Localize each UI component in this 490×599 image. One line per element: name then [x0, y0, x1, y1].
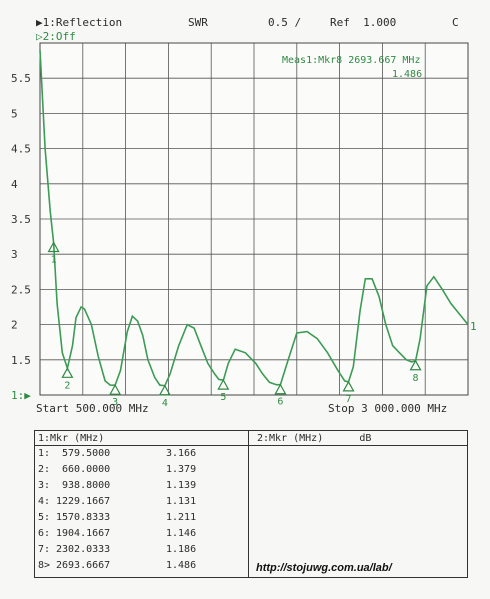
marker-label: 8 [413, 373, 419, 384]
marker-6 [274, 383, 287, 395]
marker-table-row[interactable]: 5: 1570.8333 1.211 [38, 512, 243, 526]
marker-label: 1 [51, 255, 57, 266]
marker-table-row[interactable]: 1: 579.5000 3.166 [38, 448, 243, 462]
marker-id: 6: [38, 528, 51, 539]
grid [40, 43, 468, 395]
trace-end-label: 1 [470, 320, 477, 333]
marker-frequency: 938.8000 [56, 480, 111, 491]
marker-value: 1.211 [166, 512, 197, 523]
y-tick-label: 2.5 [11, 283, 31, 296]
stop-frequency-label: Stop 3 000.000 MHz [328, 402, 448, 415]
marker-5 [217, 378, 230, 390]
marker-frequency: 1904.1667 [56, 528, 111, 539]
marker-value: 1.186 [166, 544, 197, 555]
marker-readout-frequency: Meas1:Mkr8 2693.667 MHz [282, 55, 421, 66]
marker-id: 5: [38, 512, 51, 523]
marker-7 [342, 380, 355, 392]
marker-id: 2: [38, 464, 51, 475]
marker-value: 3.166 [166, 448, 197, 459]
marker-table-row[interactable]: 2: 660.0000 1.379 [38, 464, 243, 478]
marker-id: 8> [38, 560, 51, 571]
marker-table-row[interactable]: 7: 2302.0333 1.186 [38, 544, 243, 558]
marker-table-row[interactable]: 3: 938.8000 1.139 [38, 480, 243, 494]
trace1-label[interactable]: ▶1:Reflection [36, 16, 123, 29]
corner-indicator: C [452, 16, 459, 29]
marker-1 [47, 241, 60, 253]
marker-id: 3: [38, 480, 51, 491]
marker-table-row[interactable]: 8> 2693.6667 1.486 [38, 560, 243, 574]
marker-2 [61, 367, 74, 378]
y-tick-label: 3 [11, 248, 18, 261]
marker-frequency: 1570.8333 [56, 512, 111, 523]
y-tick-label: 1:▶ [11, 389, 31, 402]
y-tick-labels: 5.5 5 4.5 4 3.5 3 2.5 2 1.5 1:▶ [11, 72, 31, 402]
trace2-label[interactable]: ▷2:Off [36, 30, 76, 43]
marker-id: 1: [38, 448, 51, 459]
marker-table-row[interactable]: 4: 1229.1667 1.131 [38, 496, 243, 510]
watermark-url: http://stojuwg.com.ua/lab/ [256, 562, 392, 574]
marker-frequency: 2693.6667 [56, 560, 111, 571]
marker-table: 1:Mkr (MHz) 2:Mkr (MHz) dB 1: 579.5000 3.… [34, 430, 468, 578]
marker-3 [109, 383, 122, 395]
ref-label[interactable]: Ref 1.000 [330, 16, 397, 29]
scale-label[interactable]: 0.5 / [268, 16, 302, 29]
marker-value: 1.139 [166, 480, 197, 491]
marker-value: 1.379 [166, 464, 197, 475]
marker-value: 1.486 [166, 560, 197, 571]
y-tick-label: 4 [11, 178, 18, 191]
trace-line [39, 49, 469, 387]
marker-label: 3 [112, 397, 118, 408]
marker-id: 7: [38, 544, 51, 555]
marker-table-header-right: 2:Mkr (MHz) dB [257, 433, 372, 444]
start-frequency-label: Start 500.000 MHz [36, 402, 149, 415]
y-tick-label: 2 [11, 319, 18, 332]
marker-readout-value: 1.486 [392, 69, 423, 80]
marker-4 [158, 384, 171, 396]
marker-group: 1 2 3 4 5 6 7 8 [47, 241, 422, 409]
marker-frequency: 660.0000 [56, 464, 111, 475]
marker-id: 4: [38, 496, 51, 507]
marker-label: 2 [64, 380, 70, 391]
swr-chart: 5.5 5 4.5 4 3.5 3 2.5 2 1.5 1:▶ 1 2 3 4 5 6 7 8 [11, 42, 469, 409]
marker-label: 4 [162, 398, 168, 409]
marker-frequency: 2302.0333 [56, 544, 111, 555]
format-label[interactable]: SWR [188, 16, 208, 29]
y-tick-label: 5 [11, 107, 18, 120]
y-tick-label: 3.5 [11, 213, 31, 226]
y-tick-label: 1.5 [11, 354, 31, 367]
marker-label: 7 [346, 394, 352, 405]
y-tick-label: 4.5 [11, 143, 31, 156]
marker-frequency: 579.5000 [56, 448, 111, 459]
marker-label: 5 [220, 392, 226, 403]
marker-table-header-left: 1:Mkr (MHz) [38, 433, 105, 444]
marker-value: 1.131 [166, 496, 197, 507]
marker-frequency: 1229.1667 [56, 496, 111, 507]
marker-label: 6 [277, 397, 283, 408]
y-tick-label: 5.5 [11, 72, 31, 85]
marker-8 [409, 359, 422, 371]
marker-value: 1.146 [166, 528, 197, 539]
marker-table-row[interactable]: 6: 1904.1667 1.146 [38, 528, 243, 542]
